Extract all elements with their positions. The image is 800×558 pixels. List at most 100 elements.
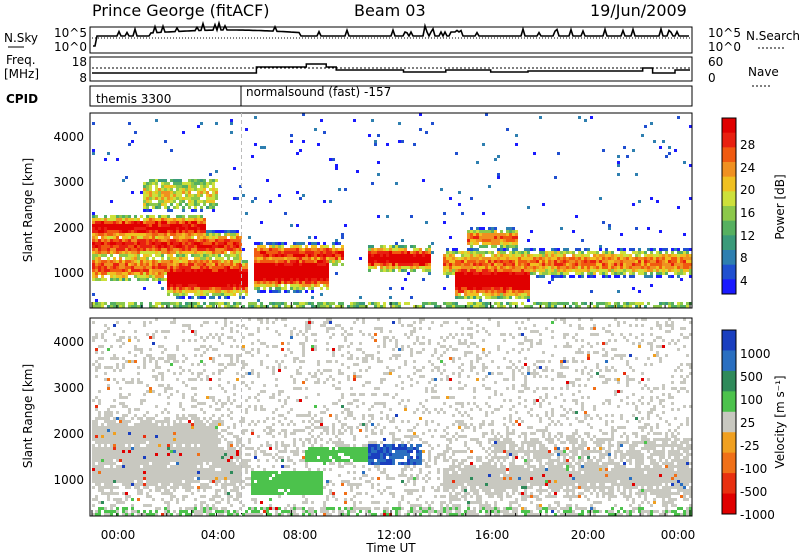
heatmap-cell bbox=[170, 251, 173, 254]
heatmap-cell bbox=[302, 194, 305, 197]
heatmap-cell bbox=[188, 438, 191, 441]
heatmap-cell bbox=[260, 302, 263, 305]
heatmap-cell bbox=[200, 324, 203, 327]
heatmap-cell bbox=[212, 432, 215, 435]
heatmap-cell bbox=[176, 459, 179, 462]
heatmap-cell bbox=[137, 426, 140, 429]
heatmap-cell bbox=[197, 272, 200, 275]
heatmap-cell bbox=[371, 263, 374, 266]
heatmap-cell bbox=[92, 432, 95, 435]
heatmap-cell bbox=[524, 260, 527, 263]
heatmap-cell bbox=[464, 296, 467, 299]
heatmap-cell bbox=[218, 441, 221, 444]
heatmap-cell bbox=[503, 296, 506, 299]
heatmap-cell bbox=[467, 236, 470, 239]
heatmap-cell bbox=[179, 251, 182, 254]
heatmap-cell bbox=[287, 275, 290, 278]
heatmap-cell bbox=[533, 302, 536, 305]
heatmap-cell bbox=[209, 284, 212, 287]
heatmap-cell bbox=[152, 239, 155, 242]
heatmap-cell bbox=[224, 462, 227, 465]
heatmap-cell bbox=[95, 227, 98, 230]
heatmap-cell bbox=[299, 278, 302, 281]
heatmap-cell bbox=[404, 302, 407, 305]
heatmap-cell bbox=[113, 399, 116, 402]
heatmap-cell bbox=[527, 272, 530, 275]
heatmap-cell bbox=[146, 200, 149, 203]
heatmap-cell bbox=[449, 236, 452, 239]
heatmap-cell bbox=[134, 215, 137, 218]
heatmap-cell bbox=[215, 179, 218, 182]
heatmap-cell bbox=[188, 236, 191, 239]
heatmap-cell bbox=[173, 290, 176, 293]
heatmap-cell bbox=[314, 263, 317, 266]
heatmap-cell bbox=[236, 290, 239, 293]
heatmap-cell bbox=[473, 248, 476, 251]
heatmap-cell bbox=[128, 239, 131, 242]
heatmap-cell bbox=[500, 254, 503, 257]
heatmap-cell bbox=[641, 266, 644, 269]
heatmap-cell bbox=[335, 164, 338, 167]
heatmap-cell bbox=[122, 269, 125, 272]
heatmap-cell bbox=[182, 191, 185, 194]
heatmap-cell bbox=[530, 266, 533, 269]
heatmap-cell bbox=[488, 230, 491, 233]
heatmap-cell bbox=[98, 474, 101, 477]
heatmap-cell bbox=[314, 251, 317, 254]
heatmap-cell bbox=[638, 251, 641, 254]
heatmap-cell bbox=[491, 275, 494, 278]
heatmap-cell bbox=[233, 275, 236, 278]
heatmap-cell bbox=[569, 260, 572, 263]
heatmap-cell bbox=[218, 296, 221, 299]
heatmap-cell bbox=[161, 480, 164, 483]
heatmap-cell bbox=[110, 278, 113, 281]
heatmap-cell bbox=[488, 242, 491, 245]
heatmap-cell bbox=[197, 363, 200, 366]
heatmap-cell bbox=[212, 302, 215, 305]
heatmap-cell bbox=[116, 492, 119, 495]
heatmap-cell bbox=[224, 242, 227, 245]
heatmap-cell bbox=[242, 296, 245, 299]
heatmap-cell bbox=[98, 480, 101, 483]
heatmap-cell bbox=[473, 260, 476, 263]
heatmap-cell bbox=[467, 275, 470, 278]
heatmap-cell bbox=[209, 456, 212, 459]
heatmap-cell bbox=[656, 257, 659, 260]
heatmap-cell bbox=[182, 459, 185, 462]
heatmap-cell bbox=[149, 263, 152, 266]
heatmap-cell bbox=[509, 266, 512, 269]
heatmap-cell bbox=[116, 441, 119, 444]
heatmap-cell bbox=[116, 501, 119, 504]
heatmap-cell bbox=[623, 257, 626, 260]
heatmap-cell bbox=[227, 302, 230, 305]
heatmap-cell bbox=[473, 302, 476, 305]
heatmap-cell bbox=[98, 489, 101, 492]
heatmap-cell bbox=[425, 269, 428, 272]
heatmap-cell bbox=[128, 477, 131, 480]
heatmap-cell bbox=[566, 263, 569, 266]
heatmap-cell bbox=[116, 233, 119, 236]
heatmap-cell bbox=[104, 266, 107, 269]
heatmap-cell bbox=[449, 257, 452, 260]
heatmap-cell bbox=[470, 296, 473, 299]
heatmap-cell bbox=[515, 230, 518, 233]
heatmap-cell bbox=[188, 432, 191, 435]
heatmap-cell bbox=[350, 302, 353, 305]
heatmap-cell bbox=[92, 263, 95, 266]
heatmap-cell bbox=[203, 483, 206, 486]
heatmap-cell bbox=[491, 281, 494, 284]
heatmap-cell bbox=[164, 245, 167, 248]
heatmap-cell bbox=[617, 302, 620, 305]
heatmap-cell bbox=[587, 266, 590, 269]
heatmap-cell bbox=[179, 260, 182, 263]
colorbar-swatch bbox=[722, 235, 736, 250]
heatmap-cell bbox=[371, 245, 374, 248]
heatmap-cell bbox=[503, 239, 506, 242]
heatmap-cell bbox=[140, 477, 143, 480]
heatmap-cell bbox=[146, 435, 149, 438]
heatmap-cell bbox=[227, 266, 230, 269]
heatmap-cell bbox=[575, 302, 578, 305]
heatmap-cell bbox=[656, 263, 659, 266]
heatmap-cell bbox=[116, 245, 119, 248]
